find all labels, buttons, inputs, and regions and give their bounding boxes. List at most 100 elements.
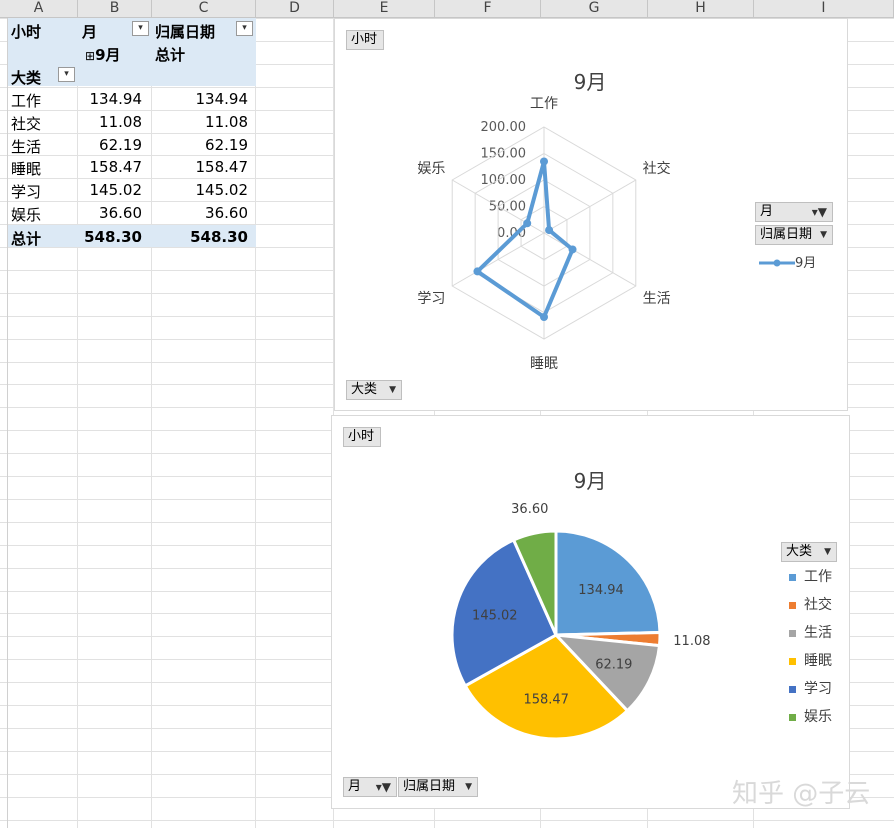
legend-swatch — [789, 685, 796, 693]
pivot-col-field2: 归属日期 — [155, 23, 216, 41]
radar-chart[interactable]: 小时 9月 0.00 50.00 100.00 150.00 200.00 工作 社交 生活睡… — [334, 18, 848, 411]
legend-swatch — [789, 601, 796, 609]
pivot-row-value: 134.94 — [89, 90, 143, 108]
column-header-a[interactable]: A — [0, 0, 78, 17]
legend-label: 社交 — [804, 597, 832, 613]
radar-legend-entry: 9月 — [759, 252, 816, 271]
pie-data-label: 134.94 — [578, 583, 624, 598]
date-button-label: 归属日期 — [760, 227, 813, 242]
pie-data-label: 62.19 — [595, 658, 632, 673]
column-header-f[interactable]: F — [435, 0, 541, 17]
col-field2-dropdown-button[interactable]: ▾ — [236, 21, 253, 36]
pivot-row-label: 睡眠 — [11, 160, 42, 179]
radar-legend-month-button[interactable]: 月 ▾▼ — [755, 202, 833, 222]
legend-label: 工作 — [804, 569, 832, 585]
column-header-g[interactable]: G — [541, 0, 648, 17]
radar-category-label: 社交 — [643, 160, 671, 177]
column-header-b[interactable]: B — [78, 0, 152, 17]
pie-slice — [511, 529, 558, 636]
pie-legend-entry: 工作 — [789, 566, 832, 586]
chevron-down-icon: ▼ — [465, 782, 472, 792]
radar-point — [540, 312, 548, 321]
pivot-total-v2: 548.30 — [190, 228, 248, 246]
pivot-row-value: 145.02 — [89, 181, 143, 200]
column-header-d[interactable]: D — [256, 0, 334, 17]
pie-chart[interactable]: 小时 9月 134.94 11.08 62.19 158.47 145.02 36.60 … — [331, 415, 850, 809]
pivot-total-v1: 548.30 — [84, 228, 142, 246]
pivot-col-total: 总计 — [155, 46, 186, 64]
radar-point — [545, 226, 554, 235]
legend-swatch — [789, 657, 796, 665]
pie-slice — [450, 538, 558, 688]
pivot-col-item[interactable]: ⊞9月 — [85, 44, 121, 65]
col-field-filter-button[interactable]: ▾ — [132, 21, 149, 36]
filter-icon: ▾ — [138, 23, 143, 33]
pie-data-label: 36.60 — [511, 502, 548, 517]
pie-date-button[interactable]: 归属日期 ▼ — [398, 777, 478, 797]
pie-plot: 134.94 11.08 62.19 158.47 145.02 36.60 — [450, 502, 711, 741]
pie-data-label: 11.08 — [673, 634, 710, 649]
column-header-c[interactable]: C — [152, 0, 256, 17]
pie-legend-entry: 生活 — [789, 622, 832, 642]
radar-tick-label: 150.00 — [481, 147, 527, 162]
chevron-down-icon: ▾ — [242, 23, 247, 33]
pie-legend-field-button[interactable]: 大类 ▼ — [781, 542, 837, 562]
filter-icon: ▾▼ — [811, 205, 827, 219]
month-button-label: 月 — [348, 779, 362, 794]
line-marker-icon — [759, 259, 795, 267]
legend-label: 生活 — [804, 625, 832, 641]
radar-spoke — [543, 179, 637, 234]
filter-icon: ▾▼ — [375, 780, 391, 794]
legend-swatch — [789, 573, 796, 581]
month-button-label: 月 — [760, 204, 774, 219]
legend-label: 学习 — [804, 681, 832, 697]
column-header-e[interactable]: E — [334, 0, 435, 17]
pivot-row-value: 158.47 — [89, 158, 143, 177]
radar-point — [523, 219, 532, 228]
expand-icon[interactable]: ⊞ — [85, 49, 96, 63]
pivot-total-bg — [8, 225, 256, 247]
pivot-row-total: 62.19 — [205, 135, 248, 154]
pivot-row-value: 36.60 — [99, 204, 142, 222]
radar-point — [473, 267, 482, 276]
pivot-row-total: 134.94 — [195, 90, 249, 108]
pivot-row-total: 11.08 — [205, 112, 248, 131]
pie-value-field-button[interactable]: 小时 — [343, 427, 381, 447]
column-header-i[interactable]: I — [754, 0, 894, 17]
axis-button-label: 大类 — [351, 382, 378, 397]
row-field-sort-button[interactable]: ▾ — [58, 67, 75, 82]
radar-value-field-button[interactable]: 小时 — [346, 30, 384, 50]
pivot-row-value: 11.08 — [99, 112, 142, 131]
legend-button-label: 大类 — [786, 544, 813, 559]
radar-axis-field-button[interactable]: 大类 ▼ — [346, 380, 402, 400]
pie-month-button[interactable]: 月 ▾▼ — [343, 777, 397, 797]
watermark: 知乎 @子云 — [732, 779, 871, 809]
chevron-down-icon: ▼ — [389, 385, 396, 395]
radar-category-label: 工作 — [530, 96, 558, 112]
pivot-row-total: 145.02 — [195, 181, 249, 200]
pivot-value-field: 小时 — [11, 23, 42, 41]
pie-slice — [554, 529, 662, 637]
radar-category-label: 娱乐 — [417, 161, 445, 177]
radar-category-label: 生活 — [643, 291, 671, 307]
radar-category-label: 睡眠 — [530, 356, 558, 372]
pie-legend-entry: 学习 — [789, 678, 832, 698]
radar-chart-title: 9月 — [573, 70, 607, 94]
legend-label: 睡眠 — [804, 653, 832, 669]
radar-spoke — [451, 232, 545, 287]
pie-legend-entry: 睡眠 — [789, 650, 832, 670]
pie-data-label: 158.47 — [523, 693, 569, 708]
column-header-h[interactable]: H — [648, 0, 754, 17]
pie-data-label: 145.02 — [472, 609, 518, 624]
legend-label: 娱乐 — [804, 709, 832, 725]
legend-swatch — [789, 713, 796, 721]
pivot-row-label: 生活 — [11, 137, 42, 156]
sort-filter-icon: ▾ — [64, 69, 69, 79]
radar-point — [540, 157, 548, 166]
pivot-col-item-label: 9月 — [95, 46, 121, 64]
radar-legend-date-button[interactable]: 归属日期 ▼ — [755, 225, 833, 245]
pivot-row-label: 学习 — [11, 183, 42, 202]
pivot-col-field: 月 — [82, 23, 98, 41]
radar-legend-label: 9月 — [795, 256, 817, 271]
pie-chart-title: 9月 — [573, 469, 607, 493]
